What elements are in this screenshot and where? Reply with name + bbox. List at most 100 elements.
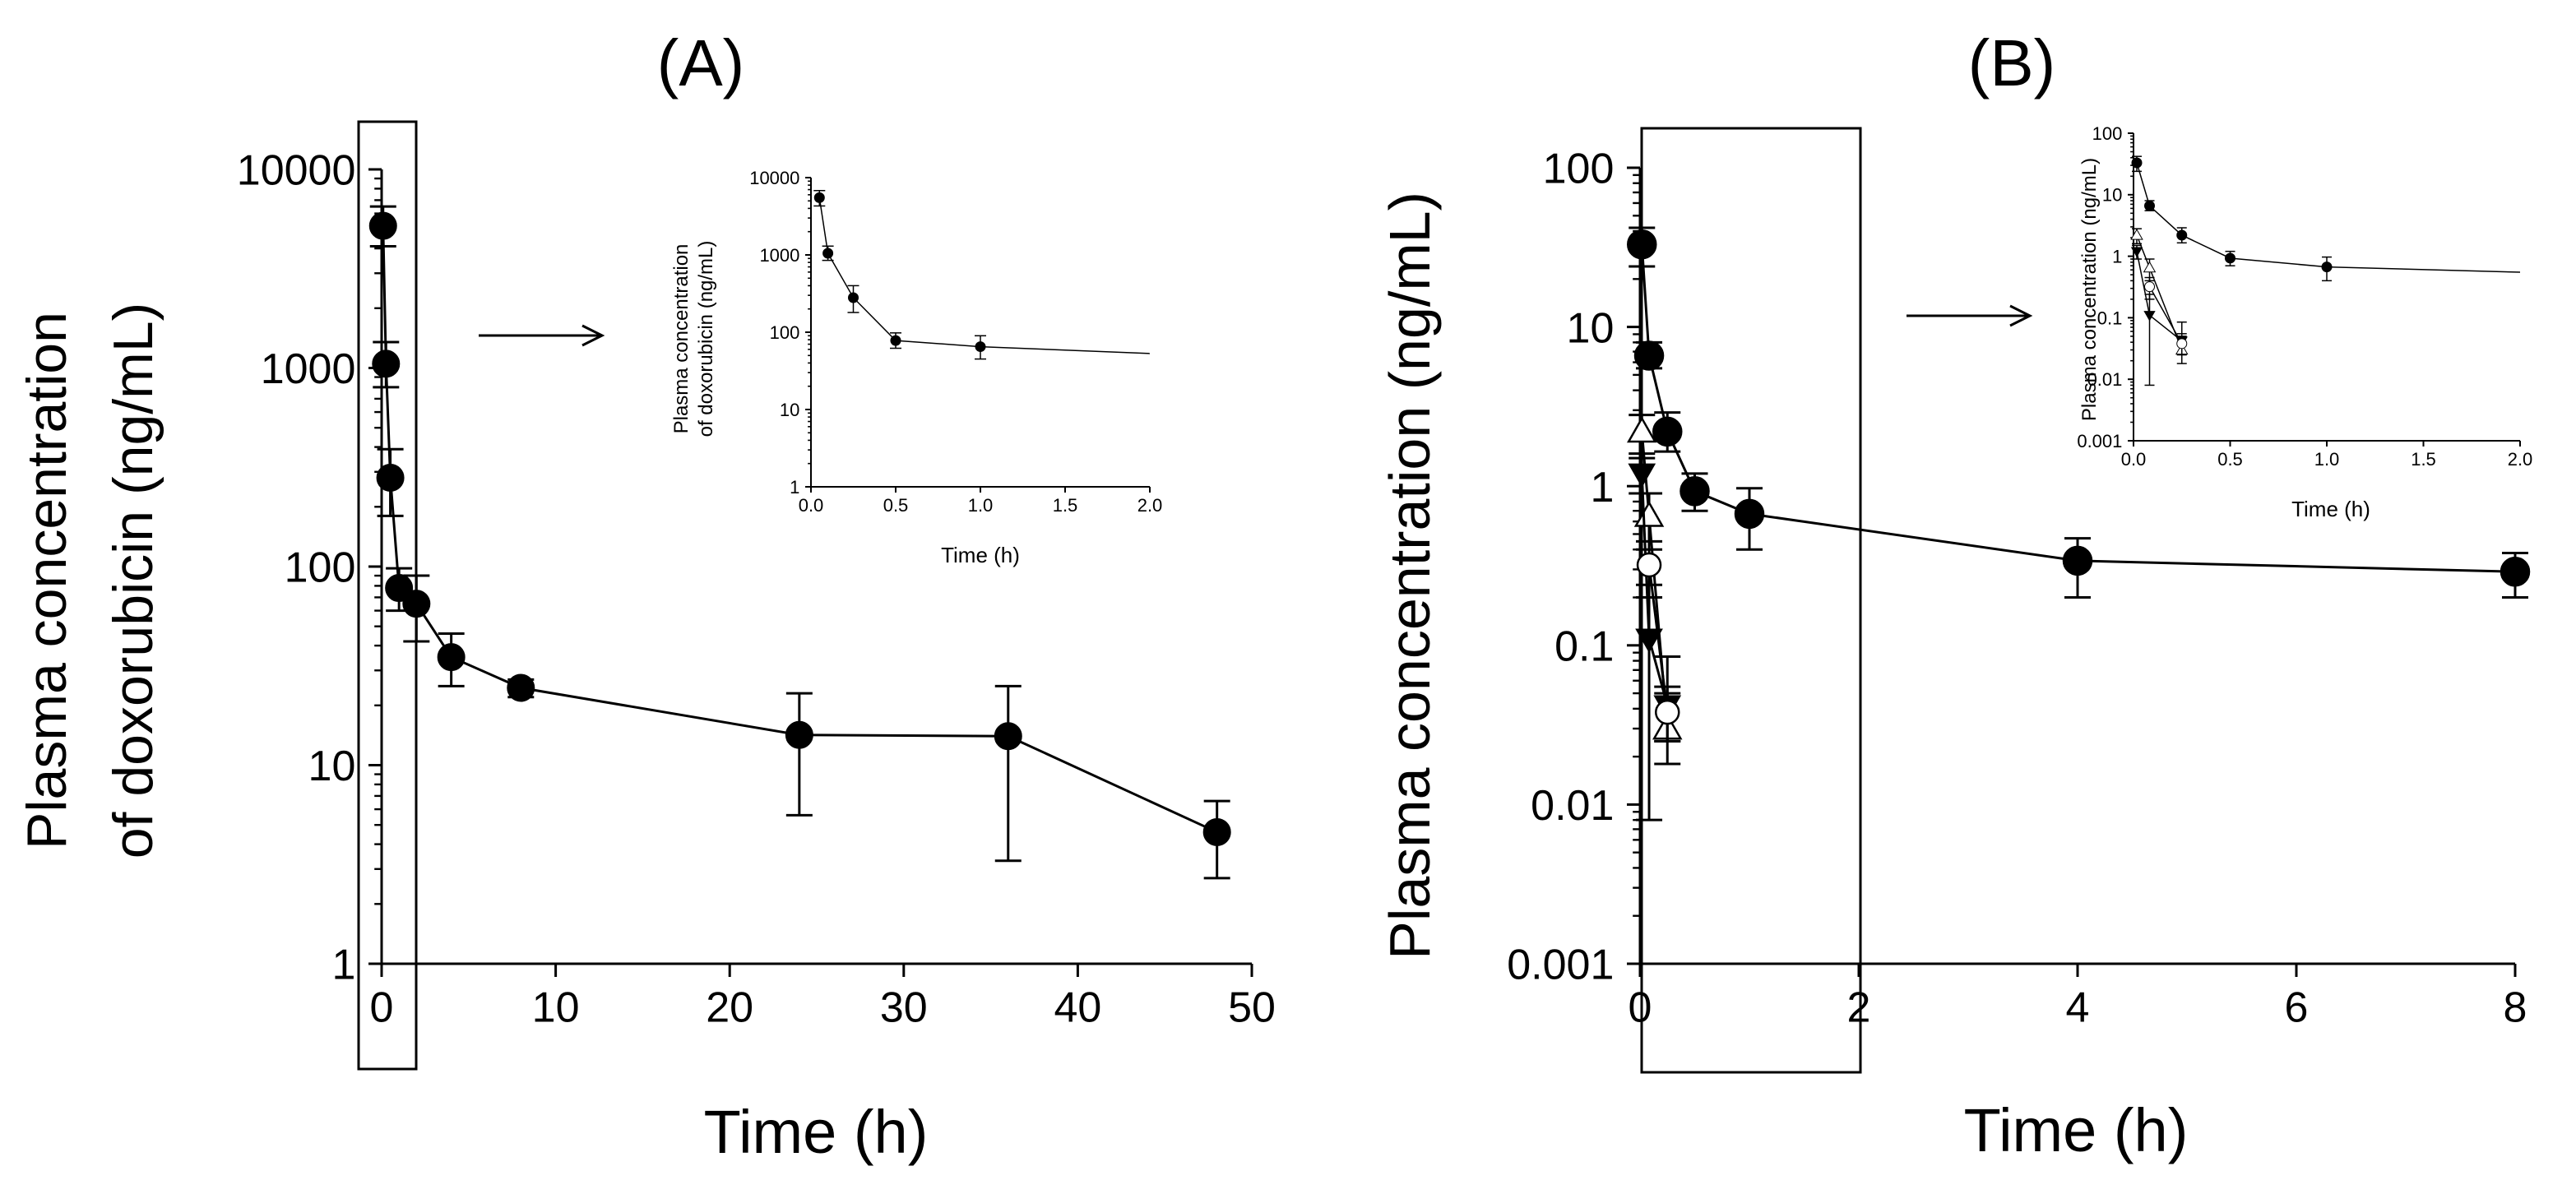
panel-a-doxorubicin-point: [402, 590, 431, 618]
panel-b-series-1-point: [1679, 476, 1710, 507]
panel-b-x-tick-label: 2: [1847, 984, 1871, 1032]
panel-b-x-axis-title: Time (h): [1964, 1096, 2189, 1164]
panel-b-inset-x-tick-label: 0.0: [2121, 449, 2147, 470]
panel-b-series-3-point: [1628, 463, 1656, 488]
panel-a-inset-y-tick-label: 10: [780, 400, 799, 420]
panel-b-inset-y-tick-label: 0.01: [2087, 369, 2123, 390]
panel-b-series-4-point: [1655, 699, 1680, 725]
panel-a-inset-fit-line: [980, 345, 1151, 354]
panel-b-inset-series-4-point: [2144, 281, 2156, 293]
panel-a-doxorubicin-point: [437, 643, 466, 672]
panel-a-doxorubicin-point: [385, 574, 414, 603]
panel-b-inset-x-tick-label: 1.5: [2411, 449, 2436, 470]
panel-b-inset-series-2-point: [2143, 261, 2157, 273]
panel-b-x-tick-label: 4: [2066, 984, 2090, 1032]
panel-a-inset-doxorubicin-point: [848, 292, 859, 303]
panel-b-inset-series-4-line: [2148, 286, 2183, 345]
panel-b-inset-series-3-line: [2136, 251, 2183, 342]
panel-a-inset-doxorubicin-point: [890, 335, 901, 346]
panel-a-doxorubicin-point: [372, 349, 401, 378]
panel-a-inset-y-axis-title-line-1: Plasma concentration: [670, 244, 693, 434]
panel-a-doxorubicin-point: [785, 720, 813, 749]
panel-a-y-tick-label: 1: [331, 942, 355, 989]
panel-b-inset-y-tick-label: 0.001: [2077, 431, 2122, 451]
panel-a-doxorubicin-point: [1202, 817, 1231, 846]
panel-b-inset-series-1-point: [2131, 157, 2143, 169]
panel-a-x-tick-label: 10: [532, 984, 580, 1032]
panel-b-series-1-point: [1734, 498, 1765, 530]
panel-b-label: (B): [1968, 26, 2056, 100]
panel-b-y-tick-label: 10: [1567, 304, 1615, 352]
panel-b-zoom-box: [1640, 127, 1862, 1074]
panel-a-inset-x-tick-label: 2.0: [1137, 495, 1163, 516]
panel-a-inset-y-tick-label: 1000: [759, 245, 799, 266]
panel-a-x-tick-label: 20: [706, 984, 753, 1032]
panel-b-inset-series-3-point: [2143, 311, 2156, 322]
panel-b-y-axis-title: Plasma concentration (ng/mL): [1378, 192, 1442, 960]
panel-a-x-tick-label: 40: [1054, 984, 1101, 1032]
panel-b-inset-x-tick-label: 2.0: [2508, 449, 2533, 470]
panel-b-x-tick-label: 0: [1629, 984, 1652, 1032]
panel-b-inset-series-1-point: [2176, 229, 2188, 241]
panel-b-series-1-point: [1627, 229, 1657, 260]
panel-a-y-axis-title-line-2: of doxorubicin (ng/mL): [102, 303, 164, 859]
panel-a-inset-doxorubicin-line: [818, 197, 981, 348]
panel-a-main-plot: 0 10 20 30 40 50 1 10 100 1000 10000: [237, 147, 1276, 1032]
panel-b-series-2-point: [1627, 416, 1657, 443]
panel-a-inset-y-tick-label: 10000: [749, 168, 799, 188]
panel-b-inset-y-tick-label: 1: [2112, 247, 2122, 267]
panel-a-x-tick-label: 30: [880, 984, 928, 1032]
panel-a-zoom-arrow: [479, 324, 605, 347]
panel-a-x-tick-label: 0: [370, 984, 394, 1032]
panel-a-label: (A): [657, 26, 745, 100]
panel-a-inset-plot: Plasma concentration of doxorubicin (ng/…: [670, 168, 1162, 567]
panel-b-y-tick-label: 0.001: [1507, 942, 1614, 989]
panel-b-y-tick-label: 0.1: [1554, 623, 1614, 671]
panel-b-y-tick-label: 0.01: [1531, 782, 1614, 830]
panel-b-inset-plot: Plasma concentration (ng/mL) Time (h) 0.…: [2077, 123, 2532, 521]
panel-b-series-1-point: [1633, 340, 1665, 371]
panel-a-inset-y-tick-label: 100: [770, 322, 800, 343]
panel-a-y-tick-label: 10000: [237, 147, 356, 195]
panel-b-series-1-point: [2500, 557, 2531, 587]
panel-b-series-3-point: [1635, 628, 1663, 654]
panel-a-inset-doxorubicin-point: [813, 192, 825, 203]
panel-b-inset-series-2-point: [2130, 229, 2143, 240]
panel-a-doxorubicin-point: [994, 722, 1022, 751]
panel-a-inset-x-tick-label: 1.5: [1053, 495, 1078, 516]
panel-a-inset-x-axis-title: Time (h): [941, 543, 1020, 567]
panel-b-x-tick-label: 6: [2285, 984, 2309, 1032]
panel-b-x-tick-label: 8: [2504, 984, 2527, 1032]
panel-b-inset-series-1-point: [2144, 200, 2156, 211]
panel-b-inset-y-tick-label: 0.1: [2097, 308, 2123, 328]
panel-b-inset-x-tick-label: 0.5: [2217, 449, 2243, 470]
panel-b-inset-x-tick-label: 1.0: [2314, 449, 2340, 470]
panel-b-inset-y-tick-label: 10: [2102, 185, 2122, 206]
panel-a-x-axis-title: Time (h): [704, 1098, 929, 1166]
panel-a-y-axis-title-line-1: Plasma concentration: [16, 312, 78, 849]
panel-b-y-tick-label: 100: [1543, 146, 1615, 193]
panel-a-inset-x-tick-label: 1.0: [968, 495, 994, 516]
panel-a-doxorubicin-line: [382, 225, 1218, 834]
panel-b-inset-series-1-point: [2225, 252, 2235, 264]
panel-b-inset-y-axis-title: Plasma concentration (ng/mL): [2078, 158, 2101, 421]
panel-b-y-tick-label: 1: [1590, 464, 1614, 511]
panel-b-series-1-point: [1652, 416, 1683, 447]
panel-a-inset-x-tick-label: 0.0: [799, 495, 824, 516]
panel-b-series-4-point: [1636, 552, 1662, 578]
panel-b-inset-series-3-point: [2130, 247, 2143, 257]
panel-a-y-tick-label: 10: [308, 743, 356, 790]
panel-a-doxorubicin-point: [368, 211, 397, 240]
panel-b-zoom-arrow: [1907, 304, 2033, 327]
panel-a-inset-y-tick-label: 1: [790, 477, 799, 498]
panel-b-inset-x-axis-title: Time (h): [2291, 497, 2370, 521]
panel-b-series-1-point: [2062, 545, 2093, 576]
panel-a-inset-y-axis-title-line-2: of doxorubicin (ng/mL): [695, 241, 717, 437]
panel-a-y-tick-label: 1000: [261, 345, 356, 393]
panel-a-x-tick-label: 50: [1228, 984, 1276, 1032]
panel-b: (B) Plasma concentration (ng/mL) Time (h…: [1378, 26, 2532, 1164]
panel-a-doxorubicin-point: [507, 673, 535, 702]
panel-a: (A) Plasma concentration of doxorubicin …: [16, 26, 1276, 1166]
